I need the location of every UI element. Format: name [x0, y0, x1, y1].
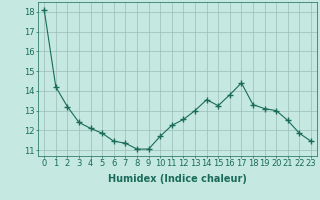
X-axis label: Humidex (Indice chaleur): Humidex (Indice chaleur) — [108, 174, 247, 184]
